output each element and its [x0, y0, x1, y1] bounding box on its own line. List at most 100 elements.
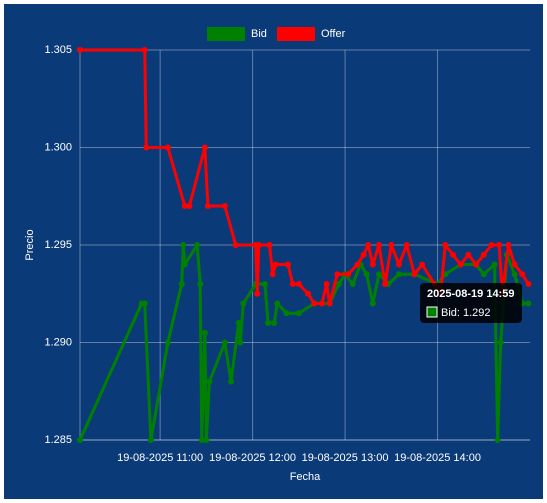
point: [382, 281, 389, 287]
point: [240, 300, 247, 307]
legend-swatch: [277, 27, 315, 41]
point: [204, 203, 211, 209]
tooltip-box: [420, 283, 522, 323]
point: [271, 320, 278, 326]
point: [349, 281, 356, 287]
point: [266, 242, 273, 248]
grid: 1.285 1.290 1.295 1.300 1.305 19-08-2025 11:0…: [44, 44, 530, 464]
y-tick-label: 1.300: [44, 141, 72, 153]
point: [525, 281, 532, 287]
point: [197, 281, 204, 287]
point: [237, 339, 244, 346]
point: [203, 437, 210, 443]
point: [360, 251, 367, 258]
point: [194, 242, 201, 248]
legend-swatch: [207, 27, 245, 41]
x-axis-title: Fecha: [290, 471, 321, 483]
point: [396, 271, 403, 278]
point: [363, 271, 370, 278]
point: [365, 242, 372, 248]
point: [388, 242, 395, 248]
chart-background: [4, 4, 543, 499]
x-tick-label: 19-08-2025 11:00: [117, 452, 203, 464]
point: [311, 300, 318, 307]
point: [419, 261, 426, 268]
point: [255, 242, 262, 248]
point: [283, 310, 290, 317]
point: [228, 378, 235, 385]
point: [369, 300, 376, 307]
point: [480, 251, 487, 258]
tooltip-title: 2025-08-19 14:59: [427, 288, 514, 300]
point: [295, 310, 302, 317]
legend-label: Bid: [251, 28, 267, 40]
point: [186, 203, 193, 209]
x-tick-label: 19-08-2025 12:00: [209, 452, 296, 464]
point: [274, 300, 281, 307]
legend: Bid Offer: [207, 27, 346, 41]
point: [261, 281, 268, 287]
point: [345, 271, 352, 278]
point: [141, 300, 148, 307]
point: [77, 47, 83, 53]
point: [335, 281, 342, 287]
point: [354, 261, 361, 268]
point: [375, 242, 382, 248]
point: [480, 271, 487, 278]
point: [164, 339, 171, 346]
point: [396, 261, 403, 268]
point: [496, 242, 503, 248]
point: [206, 378, 213, 385]
point: [488, 242, 495, 248]
y-axis-title: Precio: [24, 229, 36, 260]
point: [511, 271, 518, 278]
point: [180, 242, 187, 248]
tooltip: 2025-08-19 14:59 Bid: 1.292: [420, 283, 522, 323]
y-tick-label: 1.290: [44, 336, 72, 348]
point: [318, 300, 325, 307]
point: [285, 261, 292, 268]
point: [295, 281, 302, 287]
point: [457, 261, 464, 268]
point: [305, 290, 312, 297]
point: [147, 437, 154, 443]
point: [442, 242, 449, 248]
series-line: [80, 48, 530, 305]
point: [403, 242, 410, 248]
point: [494, 437, 501, 443]
x-tick-label: 19-08-2025 14:00: [394, 452, 481, 464]
point: [181, 203, 188, 209]
point: [519, 271, 526, 278]
legend-label: Offer: [321, 28, 346, 40]
point: [269, 271, 276, 278]
point: [326, 300, 333, 307]
x-tick-label: 19-08-2025 13:00: [302, 452, 389, 464]
point: [473, 261, 480, 268]
point: [334, 271, 341, 278]
point: [449, 251, 456, 258]
point: [511, 261, 518, 268]
point: [77, 437, 83, 443]
point: [164, 144, 171, 151]
point: [201, 144, 208, 151]
point: [465, 251, 472, 258]
point: [491, 261, 498, 268]
point: [411, 271, 418, 278]
point: [323, 281, 330, 287]
point: [178, 281, 185, 287]
point: [254, 290, 261, 297]
point: [143, 144, 150, 151]
point: [505, 242, 512, 248]
point: [375, 271, 382, 278]
point: [235, 320, 242, 326]
plot-area: [77, 47, 532, 443]
point: [265, 320, 272, 326]
point: [221, 203, 228, 209]
point: [497, 339, 504, 346]
point: [181, 261, 188, 268]
tooltip-swatch: [426, 306, 438, 318]
point: [289, 281, 296, 287]
y-tick-label: 1.285: [44, 434, 72, 446]
